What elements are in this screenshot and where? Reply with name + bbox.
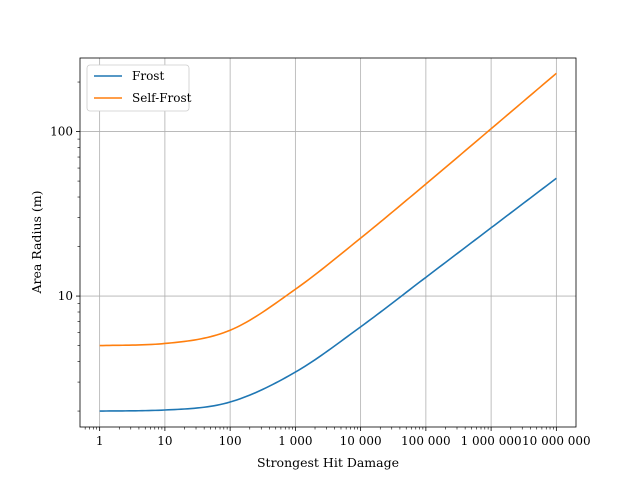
x-tick-label: 1 000 000	[461, 434, 522, 448]
y-axis-label: Area Radius (m)	[29, 190, 44, 294]
y-tick-label: 10	[58, 289, 73, 303]
series-line-frost	[99, 177, 557, 412]
y-tick-label: 100	[50, 125, 73, 139]
x-tick-label: 10	[157, 434, 172, 448]
tick-layer: 1 10 100 1 000 10 000 100 000 1 000 000 10 000 …	[50, 81, 591, 448]
x-tick-label: 100 000	[401, 434, 451, 448]
plot-frame	[79, 57, 577, 428]
legend-label-frost: Frost	[132, 69, 164, 83]
x-tick-label: 100	[219, 434, 242, 448]
legend: Frost Self-Frost	[86, 64, 192, 112]
x-tick-label: 10 000	[340, 434, 382, 448]
x-tick-label: 10 000 000	[522, 434, 591, 448]
series-line-self-frost	[99, 72, 557, 347]
series-layer	[99, 72, 557, 412]
x-tick-label: 1 000	[278, 434, 312, 448]
x-axis-label: Strongest Hit Damage	[257, 455, 399, 470]
legend-label-self-frost: Self-Frost	[132, 91, 192, 105]
grid-layer	[80, 58, 576, 427]
x-tick-label: 1	[96, 434, 104, 448]
